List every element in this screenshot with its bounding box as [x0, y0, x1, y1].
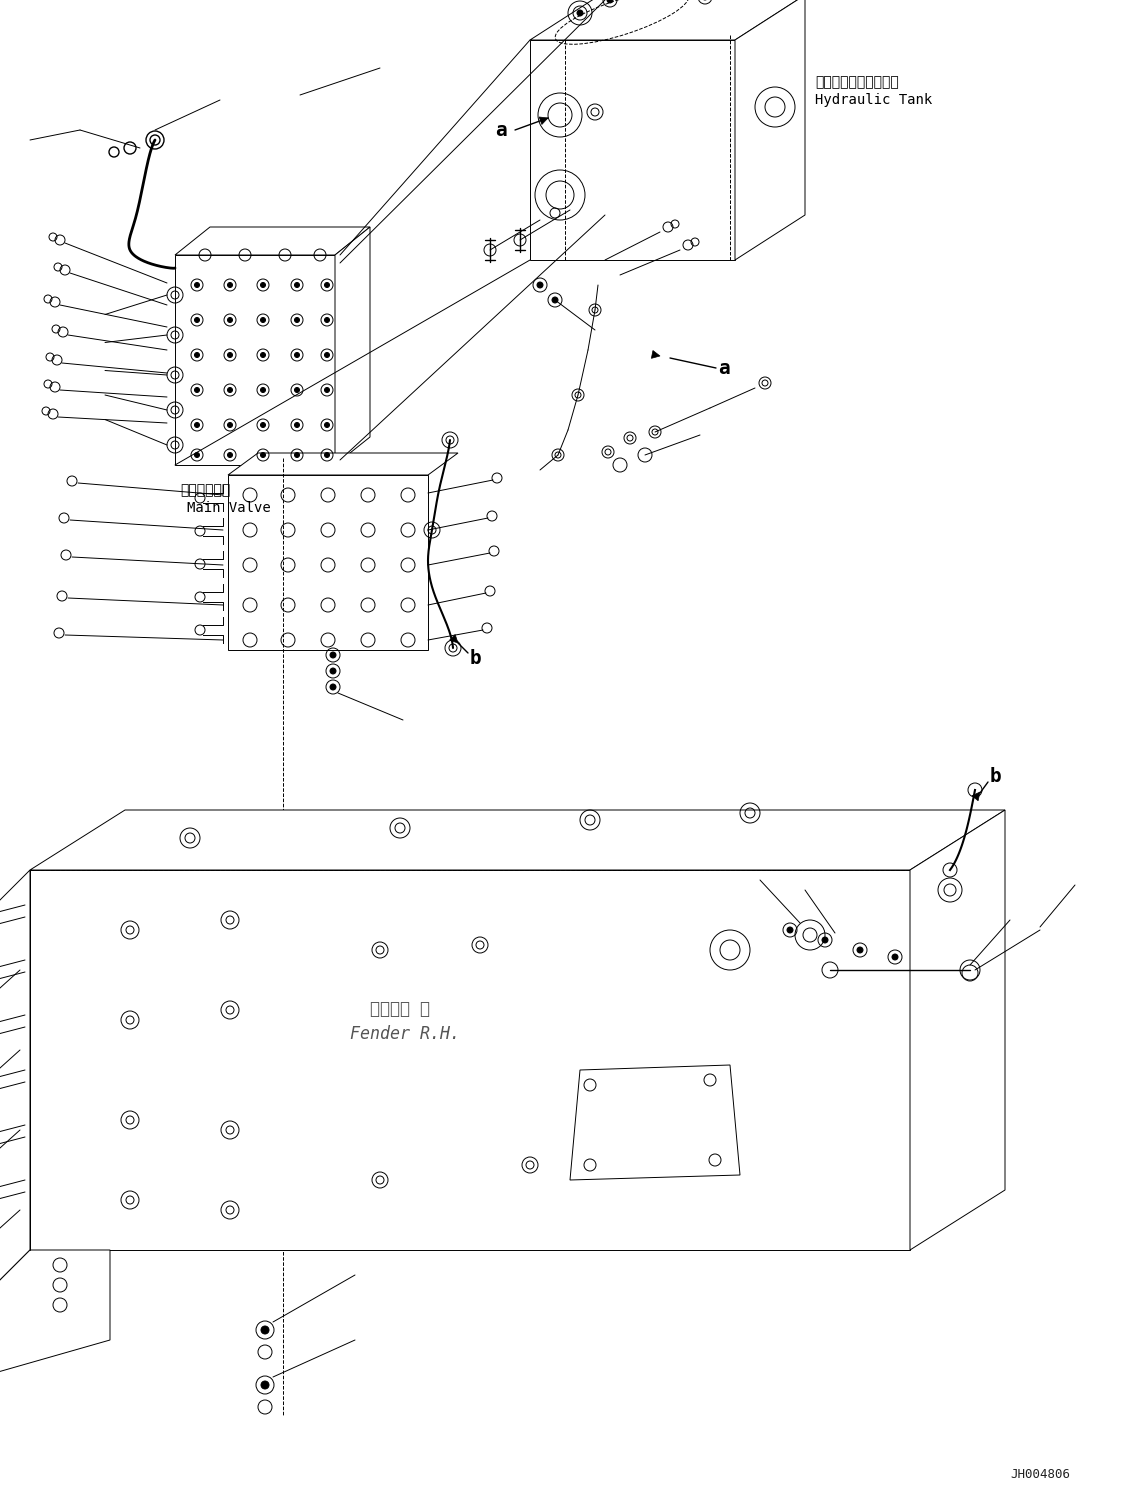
Circle shape [324, 453, 330, 457]
Text: Main Valve: Main Valve [186, 501, 271, 516]
Circle shape [194, 453, 199, 457]
Circle shape [260, 353, 266, 358]
Text: a: a [717, 359, 730, 377]
Polygon shape [0, 870, 30, 1310]
Circle shape [324, 317, 330, 322]
Polygon shape [229, 475, 428, 650]
Circle shape [260, 283, 266, 288]
Circle shape [576, 10, 583, 16]
Circle shape [537, 282, 543, 288]
Circle shape [227, 453, 232, 457]
Circle shape [787, 927, 792, 933]
Circle shape [262, 1381, 269, 1389]
Circle shape [607, 0, 613, 3]
Circle shape [324, 353, 330, 358]
Circle shape [227, 283, 232, 288]
Polygon shape [30, 870, 910, 1250]
Polygon shape [570, 1065, 740, 1180]
Circle shape [294, 283, 299, 288]
Circle shape [330, 653, 337, 659]
Polygon shape [335, 226, 370, 465]
Polygon shape [539, 118, 548, 125]
Polygon shape [972, 793, 980, 800]
Text: フェンダ 右: フェンダ 右 [370, 1000, 430, 1018]
Circle shape [324, 283, 330, 288]
Polygon shape [30, 811, 1005, 870]
Circle shape [551, 297, 558, 302]
Text: JH004806: JH004806 [1010, 1468, 1070, 1481]
Circle shape [294, 453, 299, 457]
Circle shape [260, 423, 266, 428]
Polygon shape [175, 255, 335, 465]
Circle shape [330, 668, 337, 673]
Circle shape [294, 387, 299, 392]
Circle shape [260, 387, 266, 392]
Text: b: b [470, 648, 482, 668]
Polygon shape [652, 350, 659, 359]
Polygon shape [530, 40, 735, 259]
Polygon shape [530, 0, 805, 40]
Circle shape [260, 317, 266, 322]
Text: b: b [990, 767, 1002, 787]
Circle shape [324, 423, 330, 428]
Polygon shape [175, 226, 370, 255]
Circle shape [194, 283, 199, 288]
Polygon shape [910, 811, 1005, 1250]
Text: ハイドロリックタンク: ハイドロリックタンク [815, 74, 898, 89]
Polygon shape [229, 453, 458, 475]
Text: a: a [495, 121, 507, 140]
Text: Fender R.H.: Fender R.H. [350, 1025, 460, 1043]
Circle shape [227, 317, 232, 322]
Text: メインバルブ: メインバルブ [180, 483, 231, 498]
Circle shape [893, 954, 898, 960]
Circle shape [262, 1326, 269, 1334]
Circle shape [330, 684, 337, 690]
Circle shape [260, 453, 266, 457]
Circle shape [194, 353, 199, 358]
Circle shape [857, 948, 863, 954]
Circle shape [294, 353, 299, 358]
Circle shape [227, 423, 232, 428]
Polygon shape [0, 1250, 110, 1380]
Circle shape [194, 317, 199, 322]
Circle shape [324, 387, 330, 392]
Text: Hydraulic Tank: Hydraulic Tank [815, 92, 932, 107]
Circle shape [227, 387, 232, 392]
Circle shape [822, 937, 828, 943]
Polygon shape [449, 635, 458, 644]
Circle shape [294, 423, 299, 428]
Circle shape [194, 423, 199, 428]
Circle shape [294, 317, 299, 322]
Polygon shape [735, 0, 805, 259]
Circle shape [227, 353, 232, 358]
Circle shape [194, 387, 199, 392]
